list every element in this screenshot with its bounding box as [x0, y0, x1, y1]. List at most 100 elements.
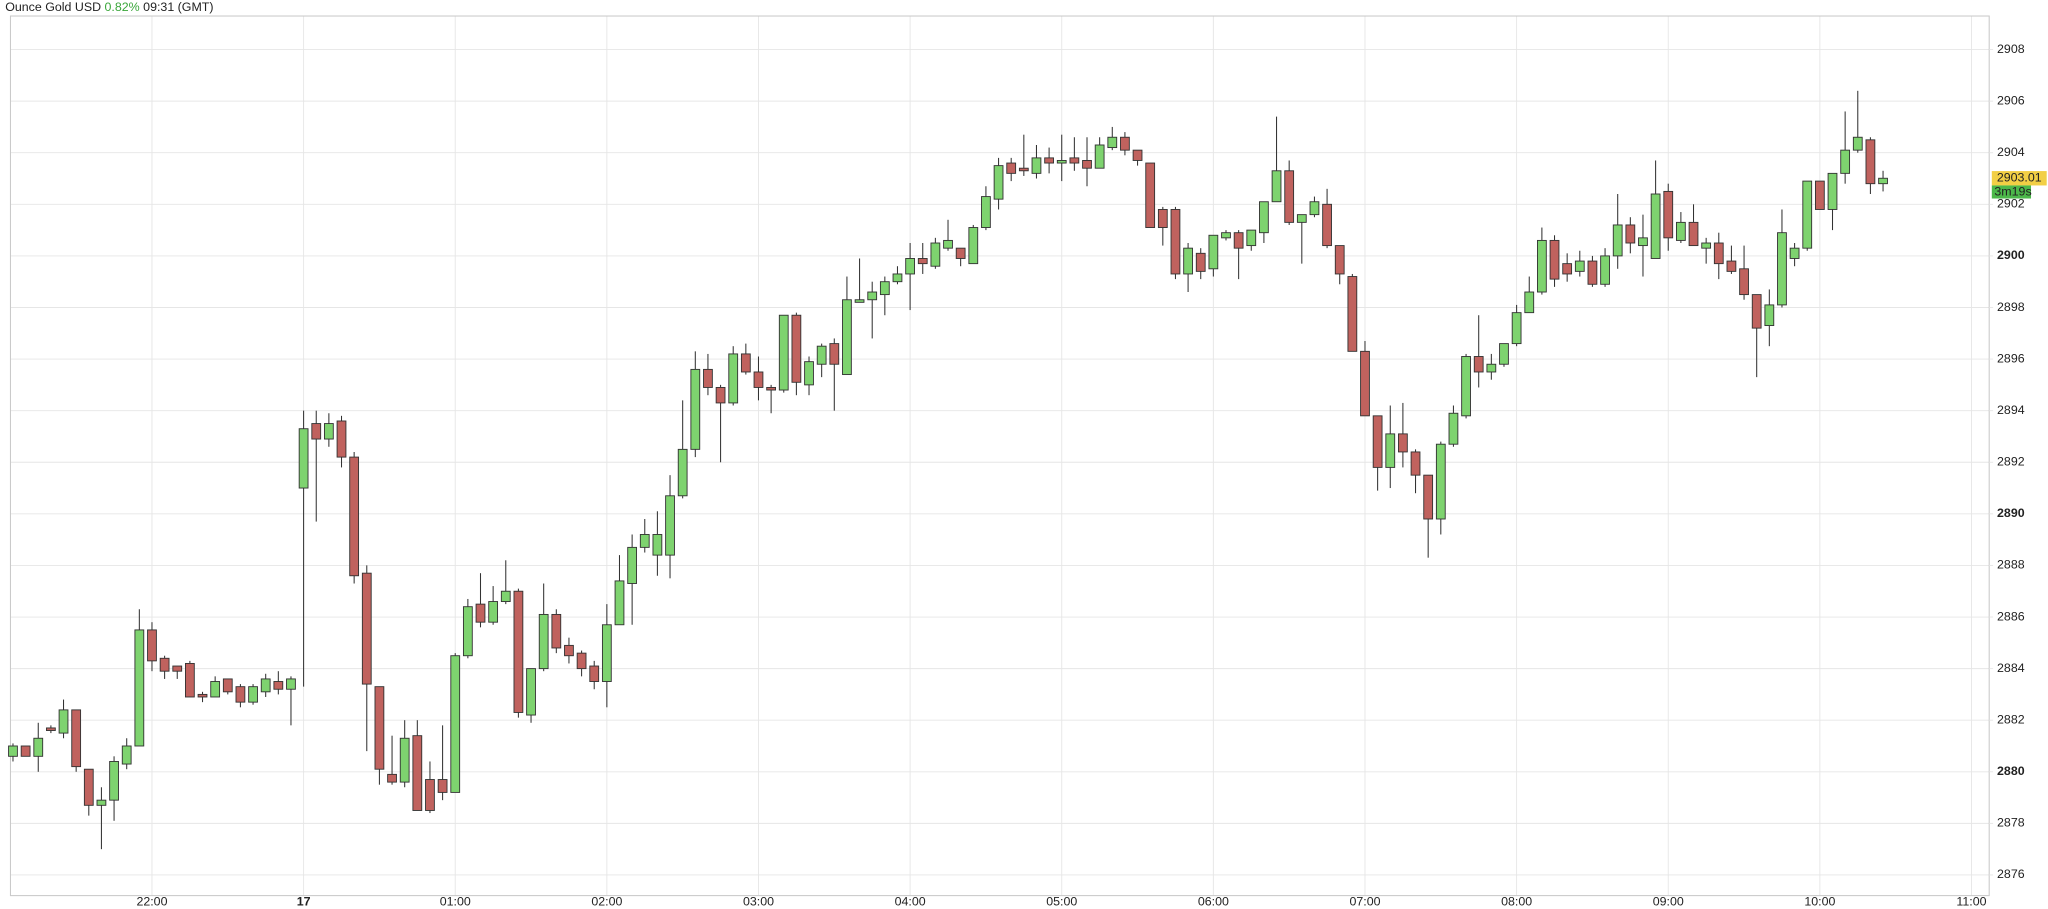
candle-body	[500, 590, 511, 603]
candle-body	[854, 299, 865, 303]
candle-body	[109, 761, 119, 801]
candle-body	[665, 495, 675, 556]
change: 0.82%	[105, 0, 140, 14]
candle-body	[842, 299, 852, 376]
x-tick-label: 11:00	[1956, 894, 1986, 908]
candle-body	[1360, 350, 1370, 417]
candle-body	[1777, 232, 1787, 306]
candle-body	[273, 681, 284, 690]
candle-body	[728, 353, 739, 404]
candle-body	[1537, 239, 1547, 293]
candle-body	[690, 368, 701, 450]
y-tick-label: 2878	[1997, 816, 2025, 830]
candle-body	[374, 686, 385, 770]
candle-body	[1827, 172, 1838, 210]
candle-body	[1183, 247, 1193, 275]
candle-body	[159, 657, 170, 672]
candle-body	[1701, 242, 1712, 249]
candle-body	[1423, 474, 1434, 520]
candle-body	[1410, 451, 1421, 476]
y-tick-label: 2886	[1997, 609, 2025, 623]
candle-body	[677, 448, 688, 497]
candle-body	[1398, 433, 1408, 453]
axes: 2876 2878 2880 2882 2884 2886 2888 2890 2892 2894…	[136, 42, 2047, 908]
candle-body	[336, 420, 347, 458]
candle-body	[1195, 252, 1206, 272]
candle-body	[1600, 255, 1610, 285]
candle-body	[1107, 136, 1118, 149]
candle-body	[222, 678, 233, 693]
candle-body	[1764, 304, 1775, 327]
candle-body	[1562, 263, 1573, 275]
candle-body	[778, 314, 789, 391]
candle-body	[83, 768, 94, 806]
candle-body	[829, 343, 840, 365]
candle-body	[513, 590, 524, 713]
candle-body	[1865, 139, 1876, 185]
candle-body	[1322, 203, 1332, 247]
candle-body	[968, 227, 979, 265]
candle-body	[412, 735, 423, 811]
candle-body	[1789, 247, 1800, 259]
candle-body	[1878, 177, 1888, 185]
x-tick-label: 03:00	[743, 894, 774, 908]
y-tick-label: 2892	[1997, 455, 2025, 469]
y-tick-label: 2894	[1997, 403, 2025, 417]
candle-body	[917, 258, 928, 265]
candle-body	[1448, 412, 1459, 445]
candle-body	[1031, 157, 1042, 174]
candle-body	[1132, 149, 1143, 161]
y-tick-label: 2890	[1997, 506, 2025, 520]
candle-body	[488, 601, 499, 623]
candle-body	[1726, 260, 1737, 272]
candle-body	[1713, 242, 1724, 265]
candle-body	[1372, 415, 1383, 468]
candle-body	[1385, 433, 1396, 468]
candle-body	[1170, 209, 1181, 275]
y-tick-label: 2906	[1997, 93, 2025, 107]
candle-body	[1852, 136, 1863, 151]
y-tick-label: 2902	[1997, 197, 2025, 211]
y-tick-label: 2882	[1997, 712, 2025, 726]
candle-body	[1739, 268, 1749, 296]
x-tick-label: 09:00	[1653, 894, 1684, 908]
candle-body	[425, 779, 435, 811]
candle-body	[1259, 201, 1269, 234]
candle-body	[33, 737, 44, 757]
candle-body	[601, 624, 612, 682]
candle-body	[1612, 224, 1623, 257]
candle-body	[1751, 294, 1762, 329]
candle-body	[652, 534, 663, 556]
candle-body	[323, 423, 334, 440]
candle-body	[286, 678, 296, 690]
y-tick-label: 2908	[1997, 42, 2025, 56]
candle-body	[526, 668, 536, 716]
candle-body	[1296, 214, 1307, 223]
candle-body	[1271, 170, 1282, 203]
candle-body	[1638, 237, 1648, 247]
candle-body	[1650, 193, 1661, 259]
candles	[8, 90, 1888, 850]
symbol: Ounce Gold USD	[5, 0, 101, 14]
candle-body	[1233, 232, 1244, 249]
candle-body	[1018, 167, 1029, 172]
candle-body	[1082, 160, 1092, 169]
candle-body	[349, 456, 360, 577]
candle-body	[185, 662, 195, 698]
countdown-label: 3m19s	[1994, 184, 2031, 198]
candle-body	[816, 345, 827, 365]
candle-body	[437, 779, 448, 793]
candle-body	[399, 737, 410, 783]
candle-body	[639, 534, 650, 548]
candle-body	[1347, 276, 1358, 352]
candle-body	[1499, 343, 1509, 365]
candle-body	[1056, 160, 1067, 164]
candle-body	[589, 665, 600, 682]
candle-body	[867, 291, 878, 301]
candle-body	[1511, 312, 1522, 345]
y-tick-label: 2904	[1997, 145, 2025, 159]
y-tick-label: 2888	[1997, 558, 2025, 572]
x-tick-label: 10:00	[1804, 894, 1835, 908]
